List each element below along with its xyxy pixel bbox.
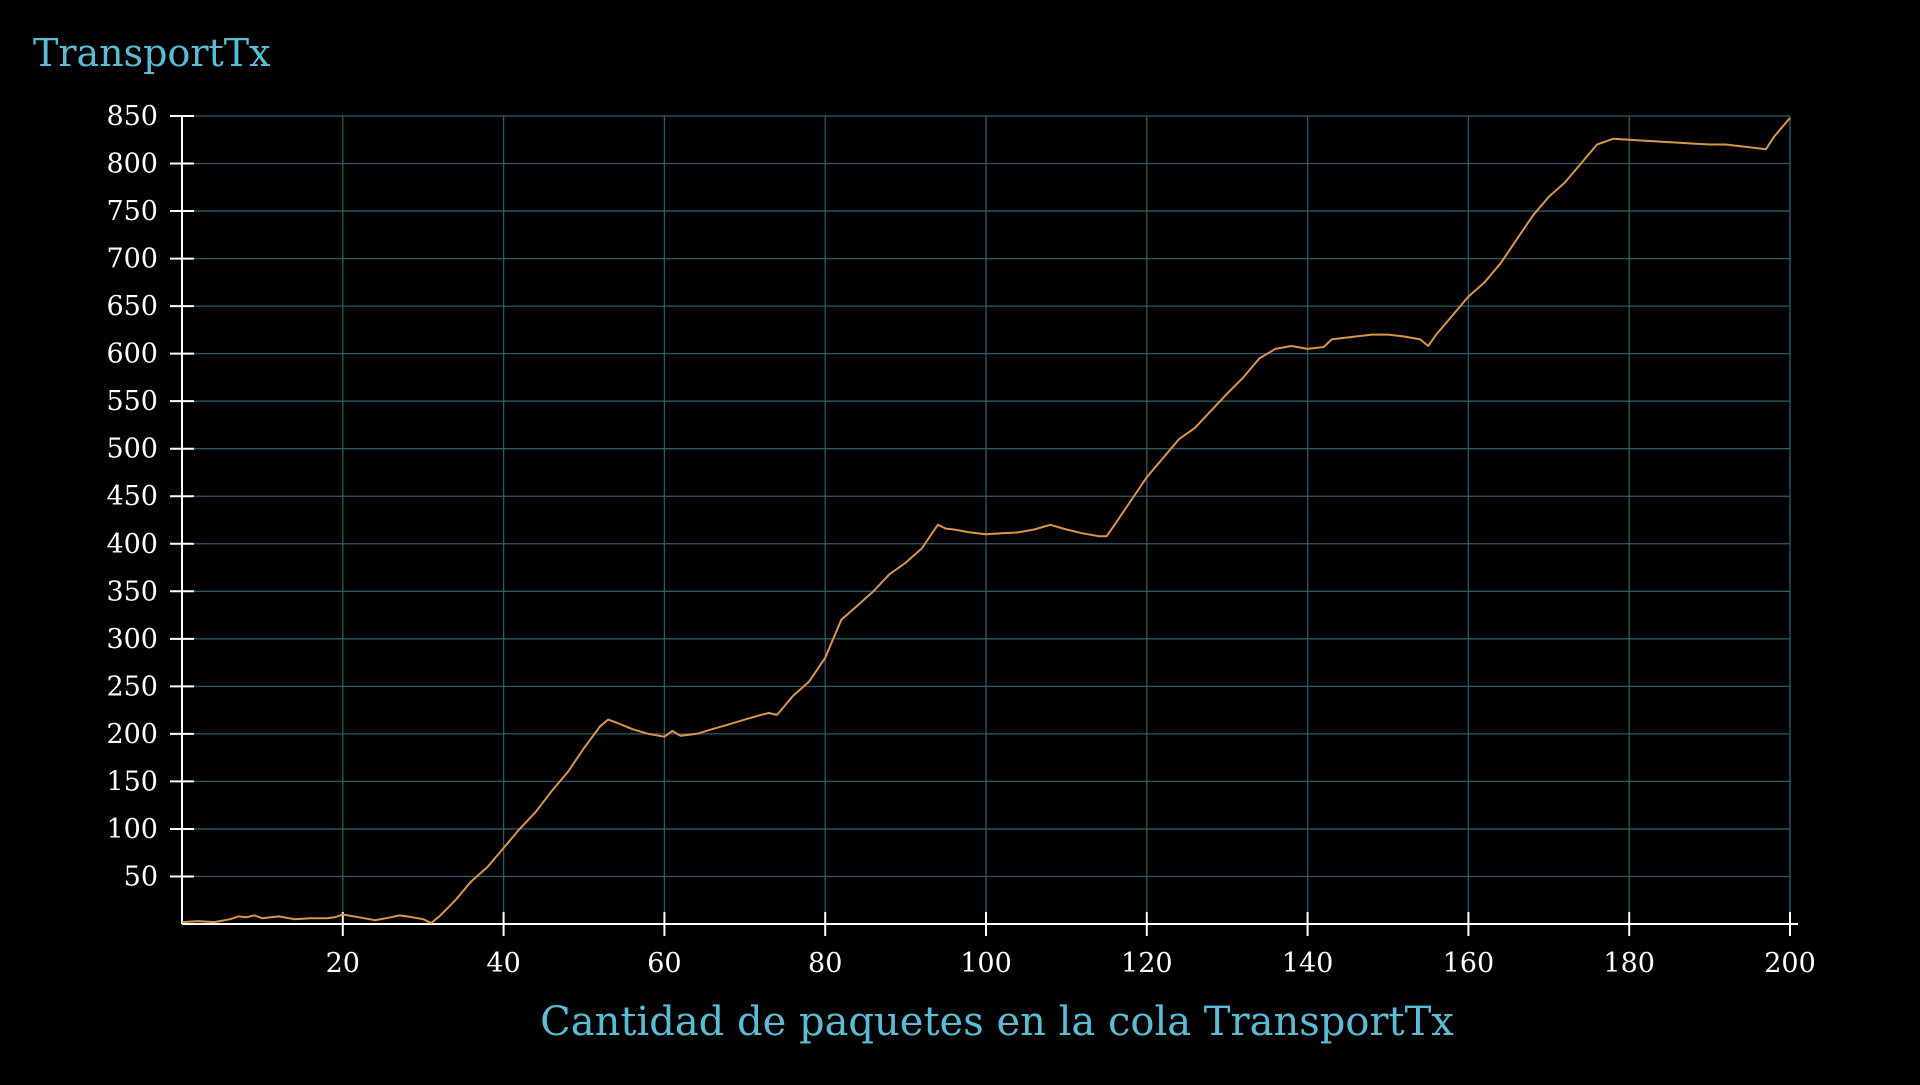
y-tick-label: 850 <box>106 101 158 132</box>
chart-title: TransportTx <box>33 31 271 75</box>
x-axis-label: Cantidad de paquetes en la cola Transpor… <box>540 999 1454 1045</box>
y-tick-label: 600 <box>106 339 158 370</box>
x-tick-label: 200 <box>1764 948 1816 979</box>
y-tick-label: 550 <box>106 386 158 417</box>
x-tick-label: 120 <box>1121 948 1173 979</box>
y-tick-label: 650 <box>106 291 158 322</box>
tick-labels: 50 100 150 200 250 300 350 400 450 500 550 600 650 70… <box>106 101 1815 979</box>
y-tick-label: 800 <box>106 149 158 180</box>
x-tick-label: 100 <box>960 948 1012 979</box>
y-tick-label: 250 <box>106 671 158 702</box>
y-tick-label: 350 <box>106 576 158 607</box>
y-tick-label: 100 <box>106 814 158 845</box>
axes <box>170 115 1798 936</box>
x-tick-label: 40 <box>486 948 520 979</box>
x-tick-label: 140 <box>1282 948 1334 979</box>
grid <box>182 115 1791 924</box>
y-tick-label: 500 <box>106 434 158 465</box>
x-tick-label: 20 <box>326 948 360 979</box>
series-layer <box>181 117 1791 924</box>
y-tick-label: 700 <box>106 244 158 275</box>
y-tick-label: 200 <box>106 719 158 750</box>
y-tick-label: 400 <box>106 529 158 560</box>
x-tick-label: 180 <box>1603 948 1655 979</box>
y-tick-label: 750 <box>106 196 158 227</box>
x-tick-label: 80 <box>808 948 842 979</box>
x-tick-label: 160 <box>1443 948 1495 979</box>
x-tick-label: 60 <box>647 948 681 979</box>
series-line <box>181 117 1791 924</box>
y-tick-label: 450 <box>106 481 158 512</box>
y-tick-label: 50 <box>124 861 158 892</box>
y-tick-label: 300 <box>106 624 158 655</box>
y-tick-label: 150 <box>106 766 158 797</box>
